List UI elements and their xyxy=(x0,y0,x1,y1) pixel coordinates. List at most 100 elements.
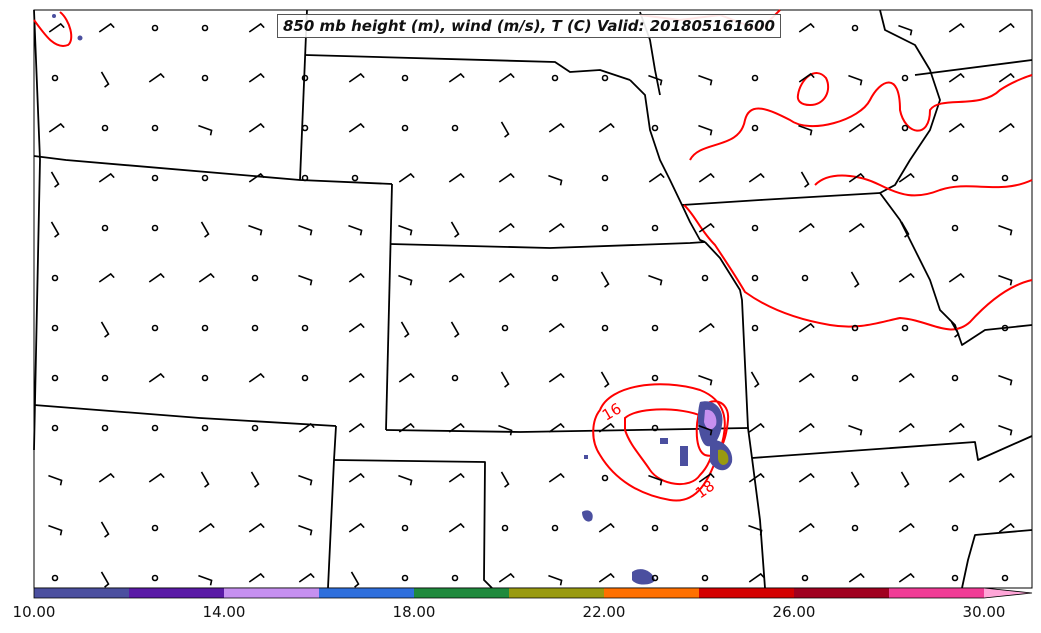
colorbar-outline xyxy=(33,587,1033,599)
wind-barb xyxy=(500,371,510,388)
wind-barb xyxy=(348,372,365,383)
calm-wind-circle xyxy=(201,174,209,182)
wind-barb xyxy=(98,22,115,33)
wind-barb xyxy=(798,372,815,383)
wind-barb xyxy=(148,472,165,483)
colorbar-tick-label: 18.00 xyxy=(392,603,436,621)
wind-barb xyxy=(998,522,1015,533)
calm-wind-circle xyxy=(951,174,959,182)
wind-barb xyxy=(698,124,713,136)
calm-wind-circle xyxy=(751,124,759,132)
wind-barb xyxy=(850,471,860,488)
calm-wind-circle xyxy=(201,74,209,82)
wind-barb xyxy=(398,474,413,486)
calm-wind-circle xyxy=(651,374,659,382)
calm-wind-circle xyxy=(501,524,509,532)
calm-wind-circle xyxy=(901,74,909,82)
calm-wind-circle xyxy=(101,424,109,432)
wind-barb xyxy=(398,224,413,236)
calm-wind-circle xyxy=(101,224,109,232)
wind-barb xyxy=(900,471,910,488)
calm-wind-circle xyxy=(751,224,759,232)
calm-wind-circle xyxy=(451,124,459,132)
calm-wind-circle xyxy=(151,424,159,432)
wind-barb xyxy=(898,522,915,533)
calm-wind-circle xyxy=(101,124,109,132)
wind-barb xyxy=(898,422,915,433)
calm-wind-circle xyxy=(401,524,409,532)
calm-wind-circle xyxy=(801,274,809,282)
wind-barb xyxy=(48,122,65,133)
wind-barb xyxy=(998,274,1013,286)
wind-barb xyxy=(298,224,313,236)
wind-barb xyxy=(798,22,815,33)
wind-barb xyxy=(698,472,715,483)
wind-barb xyxy=(548,372,565,383)
colorbar-swatch xyxy=(129,588,225,598)
calm-wind-circle xyxy=(251,324,259,332)
calm-wind-circle xyxy=(551,74,559,82)
calm-wind-circle xyxy=(201,374,209,382)
calm-wind-circle xyxy=(651,224,659,232)
wind-barb xyxy=(598,522,615,533)
wind-barb xyxy=(198,522,215,533)
colorbar-swatch xyxy=(889,588,985,598)
wind-barb xyxy=(98,472,115,483)
wind-barb xyxy=(998,122,1015,133)
colorbar-swatch xyxy=(224,588,320,598)
wind-barb xyxy=(450,221,460,238)
calm-wind-circle xyxy=(601,224,609,232)
wind-barb xyxy=(148,272,165,283)
wind-barb xyxy=(898,172,915,183)
wind-barb xyxy=(48,474,63,486)
wind-barb xyxy=(348,522,365,533)
calm-wind-circle xyxy=(851,374,859,382)
wind-barb xyxy=(398,422,415,433)
wind-barb xyxy=(548,222,565,233)
wind-barb xyxy=(600,371,610,388)
calm-wind-circle xyxy=(301,74,309,82)
wind-barb xyxy=(498,222,515,233)
calm-wind-circle xyxy=(51,574,59,582)
calm-wind-circle xyxy=(451,374,459,382)
wind-barb xyxy=(198,574,213,586)
wind-barb xyxy=(448,72,465,83)
wind-barb xyxy=(798,322,815,333)
calm-wind-circle xyxy=(951,574,959,582)
calm-wind-circle xyxy=(1001,574,1009,582)
wind-barb xyxy=(648,474,663,486)
wind-barb xyxy=(350,571,360,588)
calm-wind-circle xyxy=(651,124,659,132)
wind-barb xyxy=(248,372,265,383)
wind-barb xyxy=(748,172,765,183)
colorbar-swatch xyxy=(604,588,700,598)
wind-barb xyxy=(998,424,1013,436)
wind-barb xyxy=(448,422,465,433)
wind-barb xyxy=(998,472,1015,483)
wind-barb xyxy=(548,472,565,483)
colorbar-swatch xyxy=(794,588,890,598)
wind-barb xyxy=(298,422,315,433)
wind-barb xyxy=(848,424,863,436)
wind-barb xyxy=(798,422,815,433)
wind-barb xyxy=(448,522,465,533)
wind-barb xyxy=(448,272,465,283)
wind-barb xyxy=(698,424,713,436)
wind-barb xyxy=(250,471,260,488)
calm-wind-circle xyxy=(951,374,959,382)
wind-barb xyxy=(248,72,265,83)
calm-wind-circle xyxy=(951,224,959,232)
wind-barb xyxy=(598,122,615,133)
wind-barb xyxy=(698,322,715,333)
wind-barb xyxy=(448,172,465,183)
calm-wind-circle xyxy=(51,324,59,332)
wind-barb xyxy=(798,222,815,233)
wind-barb xyxy=(548,122,565,133)
wind-barb xyxy=(598,572,615,583)
wind-barb xyxy=(948,22,965,33)
calm-wind-circle xyxy=(351,174,359,182)
wind-barb xyxy=(498,572,515,583)
wind-barb xyxy=(800,171,810,188)
colorbar-swatch xyxy=(414,588,510,598)
calm-wind-circle xyxy=(901,324,909,332)
